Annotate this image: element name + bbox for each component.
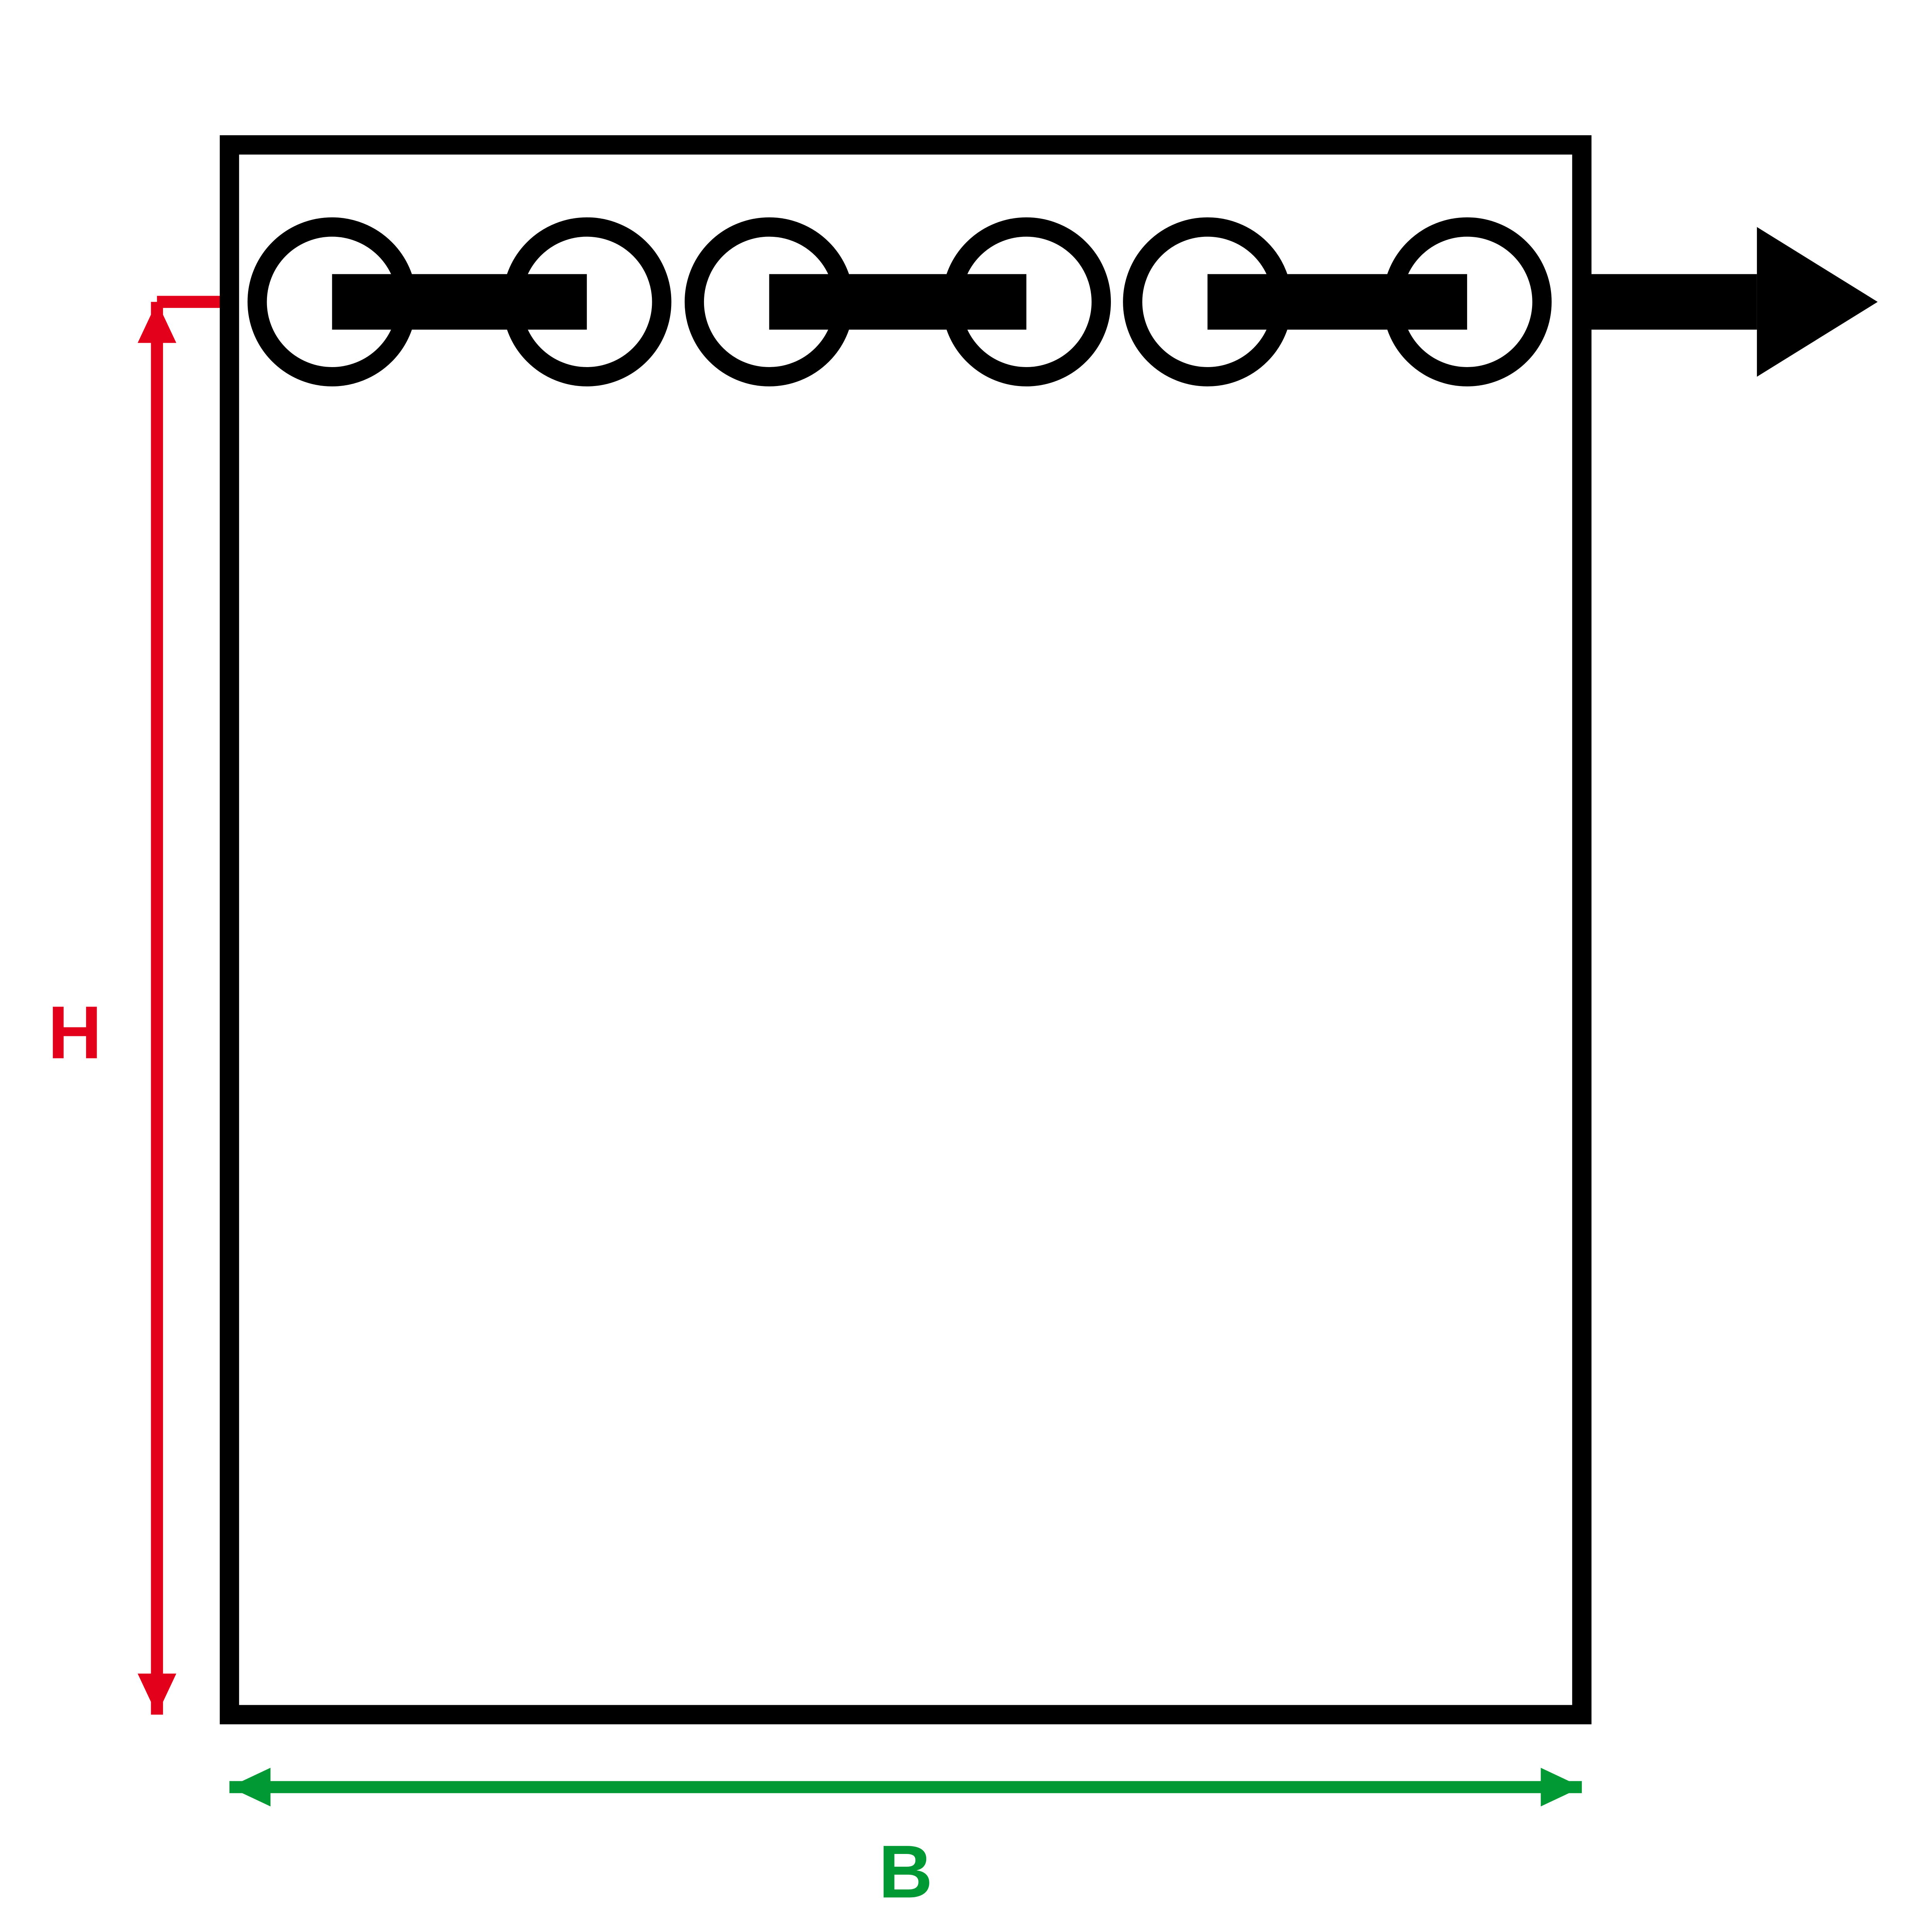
rod-segment-0 [332, 274, 587, 330]
dim-width-label: B [879, 1830, 933, 1914]
rod-segment-2 [1208, 274, 1467, 330]
curtain-panel [230, 145, 1582, 1715]
dim-height-label: H [48, 991, 102, 1075]
rod-segment-1 [769, 274, 1027, 330]
curtain-dimension-diagram: HB [0, 0, 1932, 1932]
rod-segment-3 [1582, 274, 1757, 330]
